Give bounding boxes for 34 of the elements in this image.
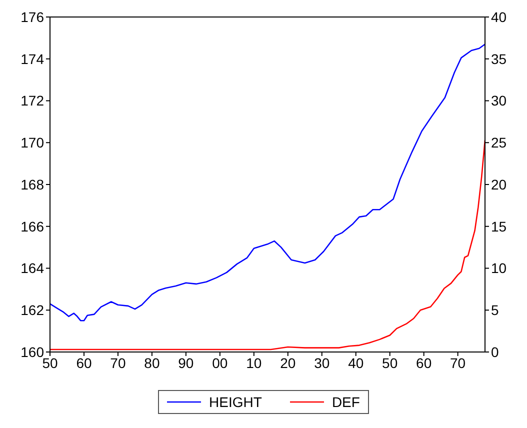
x-tick-label: 90 [178, 354, 194, 371]
y2-tick-label: 0 [491, 344, 499, 360]
x-tick-label: 50 [42, 354, 58, 371]
y-tick-label: 176 [20, 8, 44, 25]
x-tick-label: 70 [110, 354, 126, 371]
y2-tick-label: 40 [491, 8, 507, 25]
y-tick-label: 168 [20, 176, 44, 192]
y2-tick-label: 30 [491, 92, 507, 109]
x-tick-label: 50 [382, 354, 398, 371]
y-tick-label: 164 [20, 260, 44, 276]
y2-tick-label: 20 [491, 176, 507, 192]
y-tick-label: 172 [20, 92, 44, 109]
y2-tick-label: 5 [491, 302, 499, 318]
line-series [50, 44, 485, 322]
y2-tick-label: 15 [491, 218, 507, 234]
legend-label: DEF [332, 394, 360, 410]
x-tick-label: 00 [212, 354, 228, 371]
legend-label: HEIGHT [209, 394, 262, 410]
x-tick-label: 80 [144, 354, 160, 371]
y-tick-label: 160 [20, 344, 44, 360]
x-tick-label: 60 [76, 354, 92, 371]
y-tick-label: 166 [20, 218, 44, 234]
x-tick-label: 40 [348, 354, 364, 371]
x-tick-label: 30 [314, 354, 330, 371]
x-tick-label: 70 [450, 354, 466, 371]
x-tick-label: 60 [416, 354, 432, 371]
y-tick-label: 174 [20, 50, 44, 67]
y2-tick-label: 10 [491, 260, 507, 276]
y-tick-label: 162 [20, 302, 44, 318]
x-tick-label: 10 [246, 354, 262, 371]
x-tick-label: 20 [280, 354, 296, 371]
y2-tick-label: 35 [491, 50, 507, 67]
y2-tick-label: 25 [491, 134, 507, 151]
y-tick-label: 170 [20, 134, 44, 151]
